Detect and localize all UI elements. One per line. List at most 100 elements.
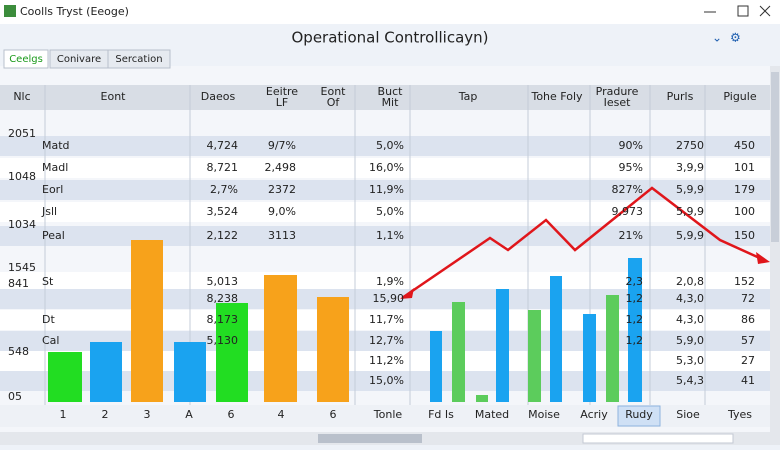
trend-line bbox=[401, 186, 765, 300]
table-cell: Cal bbox=[42, 334, 59, 347]
chevron-icon[interactable]: ⌄ bbox=[712, 31, 722, 45]
table-cell: 8,721 bbox=[207, 161, 239, 174]
table-cell: Matd bbox=[42, 139, 70, 152]
table-cell: 8,238 bbox=[207, 292, 239, 305]
axis-label: 1034 bbox=[8, 218, 36, 231]
row-bg bbox=[0, 226, 770, 246]
bar bbox=[583, 314, 596, 402]
x-label: Mated bbox=[475, 408, 509, 421]
column-header: Pradure bbox=[596, 85, 639, 98]
column-header: LF bbox=[276, 96, 288, 109]
close-button[interactable] bbox=[759, 5, 771, 17]
x-label: Fd Is bbox=[428, 408, 454, 421]
bar bbox=[216, 303, 248, 402]
axis-label: 548 bbox=[8, 345, 29, 358]
column-header: Tap bbox=[458, 90, 478, 103]
axis-label: 2051 bbox=[8, 127, 36, 140]
table-cell: 1,2 bbox=[626, 334, 644, 347]
tab[interactable] bbox=[107, 49, 171, 69]
table-cell: St bbox=[42, 275, 54, 288]
bar bbox=[550, 276, 562, 402]
table-cell: 12,7% bbox=[369, 334, 404, 347]
row-bg bbox=[0, 272, 770, 292]
tab-label: Conivare bbox=[57, 54, 101, 65]
table-cell: 5,013 bbox=[207, 275, 239, 288]
column-header: Purls bbox=[667, 90, 694, 103]
row-bg bbox=[0, 180, 770, 200]
bar bbox=[528, 310, 541, 402]
column-header: Buct bbox=[378, 85, 404, 98]
table-cell: 41 bbox=[741, 374, 755, 387]
table-cell: 827% bbox=[612, 183, 643, 196]
table-cell: 152 bbox=[734, 275, 755, 288]
table-cell: 1,2 bbox=[626, 313, 644, 326]
scroll-thumb[interactable] bbox=[318, 434, 422, 443]
selected-label-bg[interactable] bbox=[617, 405, 661, 427]
table-cell: 100 bbox=[734, 205, 755, 218]
scroll-thumb[interactable] bbox=[771, 72, 779, 242]
column-header: Eont bbox=[321, 85, 347, 98]
app-icon bbox=[4, 5, 16, 17]
table-cell: 3,524 bbox=[207, 205, 239, 218]
scroll-track bbox=[582, 433, 734, 444]
x-label: A bbox=[185, 408, 193, 421]
x-label: 6 bbox=[228, 408, 235, 421]
table-cell: 5,4,3 bbox=[676, 374, 704, 387]
table-cell: 5,9,9 bbox=[676, 205, 704, 218]
x-label: Sioe bbox=[676, 408, 700, 421]
table-cell: 8,173 bbox=[207, 313, 239, 326]
x-label: Acriy bbox=[580, 408, 608, 421]
column-header: Daeos bbox=[201, 90, 236, 103]
table-cell: 9/7% bbox=[268, 139, 296, 152]
table-cell: 2372 bbox=[268, 183, 296, 196]
x-label: 2 bbox=[102, 408, 109, 421]
table-cell: 16,0% bbox=[369, 161, 404, 174]
bar bbox=[628, 258, 642, 402]
table-cell: 21% bbox=[619, 229, 643, 242]
bar bbox=[131, 240, 163, 402]
arrow-head bbox=[756, 252, 770, 264]
table-cell: 15,90 bbox=[373, 292, 405, 305]
tab[interactable] bbox=[3, 49, 49, 69]
table-cell: 4,3,0 bbox=[676, 313, 704, 326]
table-cell: 5,9,0 bbox=[676, 334, 704, 347]
table-cell: 9,0% bbox=[268, 205, 296, 218]
table-cell: Madl bbox=[42, 161, 68, 174]
settings-icon[interactable]: ⚙ bbox=[730, 31, 741, 45]
column-header: Of bbox=[327, 96, 341, 109]
bar bbox=[174, 342, 206, 402]
bar bbox=[430, 331, 442, 402]
bars bbox=[48, 240, 642, 402]
axis-label: 1545 bbox=[8, 261, 36, 274]
arrow-head bbox=[400, 288, 414, 299]
column-header: Eont bbox=[101, 90, 127, 103]
x-label: Rudy bbox=[625, 408, 653, 421]
table-cell: 4,3,0 bbox=[676, 292, 704, 305]
table-cell: 57 bbox=[741, 334, 755, 347]
maximize-button[interactable] bbox=[737, 5, 749, 17]
table-cell: 2,122 bbox=[207, 229, 239, 242]
column-header: Tohe Foly bbox=[530, 90, 583, 103]
table-cell: 1,1% bbox=[376, 229, 404, 242]
table-cell: 2,498 bbox=[265, 161, 297, 174]
row-bg bbox=[0, 158, 770, 178]
tab-label: Sercation bbox=[115, 54, 162, 65]
bar bbox=[90, 342, 122, 402]
table-cell: 179 bbox=[734, 183, 755, 196]
row-bg bbox=[0, 289, 770, 309]
table-cell: 101 bbox=[734, 161, 755, 174]
x-label: Tonle bbox=[373, 408, 403, 421]
column-header: Nlc bbox=[13, 90, 30, 103]
vertical-scrollbar[interactable] bbox=[770, 66, 780, 432]
table-cell: 86 bbox=[741, 313, 755, 326]
title-bar bbox=[0, 0, 780, 24]
table-cell: 5,130 bbox=[207, 334, 239, 347]
bar bbox=[606, 295, 619, 402]
table-cell: 11,9% bbox=[369, 183, 404, 196]
bar bbox=[317, 297, 349, 402]
table-cell: 15,0% bbox=[369, 374, 404, 387]
table-cell: 27 bbox=[741, 354, 755, 367]
axis-label: 05 bbox=[8, 390, 22, 403]
table-cell: Dt bbox=[42, 313, 55, 326]
table-cell: 2,0,8 bbox=[676, 275, 704, 288]
